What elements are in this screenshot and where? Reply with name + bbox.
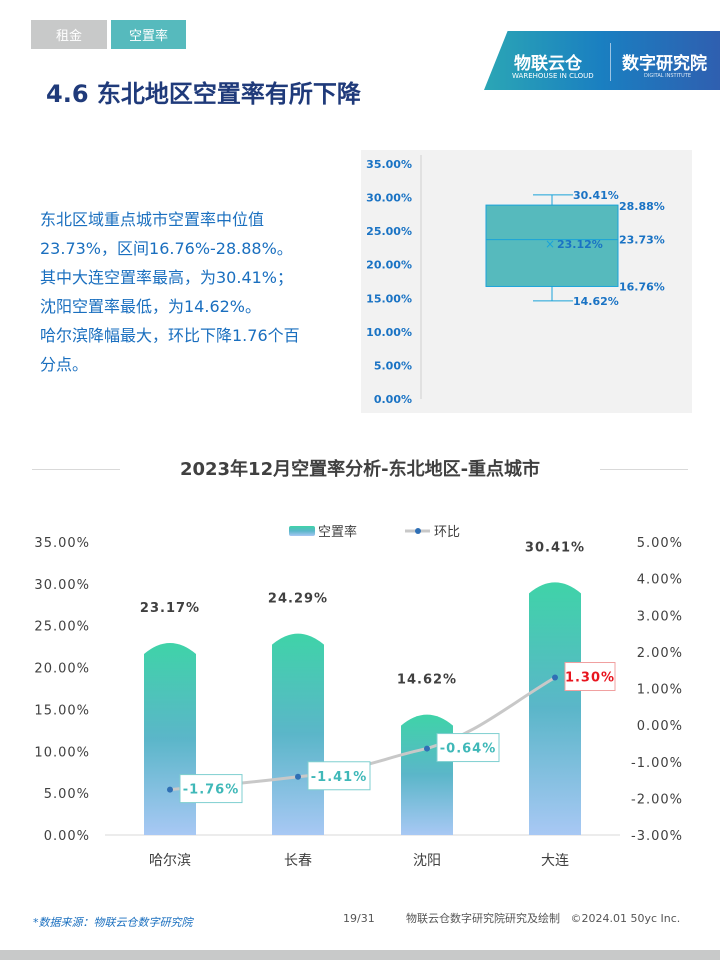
- y2-tick-label: 4.00%: [637, 573, 683, 588]
- logo-brand-en: WAREHOUSE IN CLOUD: [512, 72, 594, 80]
- min-label: 14.62%: [573, 295, 619, 308]
- median-label: 23.73%: [619, 234, 665, 247]
- data-source: *数据来源：物联云仓数字研究院: [33, 916, 193, 929]
- x-tick-label: 大连: [541, 853, 569, 869]
- x-tick-label: 哈尔滨: [149, 853, 191, 869]
- mom-point: [552, 674, 558, 681]
- legend-line-marker: [415, 528, 421, 534]
- bar-data-label: 14.62%: [397, 673, 457, 688]
- bar: [144, 643, 196, 835]
- bar: [272, 633, 324, 835]
- y-tick-label: 35.00%: [366, 158, 412, 171]
- y2-tick-label: 3.00%: [637, 609, 683, 624]
- desc-line: 分点。: [40, 355, 89, 374]
- bar-line-chart: 0.00% 5.00% 10.00% 15.00% 20.00% 25.00% 30.00%…: [34, 524, 683, 869]
- y-tick-label: 20.00%: [366, 259, 412, 272]
- bar: [401, 714, 453, 835]
- mom-point: [167, 786, 173, 793]
- y-tick-label: 10.00%: [34, 745, 90, 760]
- y2-tick-label: -1.00%: [631, 756, 683, 771]
- logo-institute-en: DIGITAL INSTITUTE: [644, 73, 691, 79]
- mom-label-box: [436, 733, 500, 763]
- desc-line: 23.73%，区间16.76%-28.88%。: [40, 239, 293, 258]
- y2-tick-label: -3.00%: [631, 829, 683, 844]
- mom-data-label: -1.76%: [183, 783, 240, 798]
- desc-line: 其中大连空置率最高，为30.41%；: [40, 268, 294, 287]
- description: 东北区域重点城市空置率中位值 23.73%，区间16.76%-28.88%。 其…: [40, 205, 358, 379]
- bar-data-label: 30.41%: [525, 540, 585, 555]
- y-tick-label: 0.00%: [44, 829, 90, 844]
- x-tick-label: 沈阳: [413, 853, 441, 869]
- logo-divider: [610, 43, 611, 81]
- x-tick-label: 长春: [284, 853, 312, 869]
- logo: 物联云仓 WAREHOUSE IN CLOUD 数字研究院 DIGITAL IN…: [484, 31, 720, 90]
- mean-marker: ×: [545, 237, 555, 251]
- logo-institute-cn: 数字研究院: [622, 54, 707, 74]
- y-tick-label: 0.00%: [374, 393, 412, 406]
- y2-tick-label: 5.00%: [637, 536, 683, 551]
- y-tick-label: 5.00%: [44, 787, 90, 802]
- logo-brand-cn: 物联云仓: [514, 54, 582, 74]
- y2-tick-label: 2.00%: [637, 646, 683, 661]
- mom-line: [169, 676, 556, 792]
- bar-data-label: 23.17%: [140, 601, 200, 616]
- y-tick-label: 30.00%: [34, 578, 90, 593]
- credit: 物联云仓数字研究院研究及绘制 ©2024.01 50yc Inc.: [406, 912, 681, 925]
- y2-tick-label: -2.00%: [631, 792, 683, 807]
- divider: [600, 469, 688, 470]
- y2-tick-label: 1.00%: [637, 683, 683, 698]
- max-label: 30.41%: [573, 189, 619, 202]
- chart-title: 2023年12月空置率分析-东北地区-重点城市: [179, 459, 541, 480]
- q1-label: 16.76%: [619, 280, 665, 293]
- mom-data-label: -1.41%: [311, 770, 368, 785]
- mom-data-label: 1.30%: [565, 671, 615, 686]
- tab-rent[interactable]: 租金: [31, 20, 107, 49]
- y2-tick-label: 0.00%: [637, 719, 683, 734]
- box-plot: 0.00% 5.00% 10.00% 15.00% 20.00% 25.00% 30.00%…: [361, 150, 692, 413]
- bottom-bar: [0, 950, 720, 960]
- mom-label-box: [179, 774, 243, 804]
- divider: [32, 469, 120, 470]
- y-tick-label: 5.00%: [374, 359, 412, 372]
- y-tick-label: 25.00%: [34, 620, 90, 635]
- y-tick-label: 15.00%: [366, 292, 412, 305]
- desc-line: 沈阳空置率最低，为14.62%。: [40, 297, 262, 316]
- desc-line: 东北区域重点城市空置率中位值: [40, 210, 265, 229]
- y-tick-label: 20.00%: [34, 662, 90, 677]
- mom-data-label: -0.64%: [440, 742, 497, 757]
- y-tick-label: 15.00%: [34, 703, 90, 718]
- mom-label-box: [307, 761, 371, 791]
- bar-data-label: 24.29%: [268, 592, 328, 607]
- tab-vacancy[interactable]: 空置率: [111, 20, 186, 49]
- legend-bar-label: 空置率: [318, 524, 357, 540]
- y-tick-label: 10.00%: [366, 326, 412, 339]
- y-tick-label: 25.00%: [366, 225, 412, 238]
- mean-label: 23.12%: [557, 238, 603, 251]
- y-tick-label: 30.00%: [366, 192, 412, 205]
- q3-label: 28.88%: [619, 200, 665, 213]
- mom-label-box: [564, 662, 616, 692]
- legend-bar-swatch: [289, 526, 315, 536]
- bar: [529, 582, 581, 835]
- page-title: 4.6 东北地区空置率有所下降: [46, 80, 361, 108]
- desc-line: 哈尔滨降幅最大，环比下降1.76个百: [40, 326, 300, 345]
- legend-line-label: 环比: [434, 525, 460, 540]
- mom-point: [424, 745, 430, 752]
- page-number: 19/31: [343, 912, 375, 925]
- y-tick-label: 35.00%: [34, 536, 90, 551]
- mom-point: [295, 773, 301, 780]
